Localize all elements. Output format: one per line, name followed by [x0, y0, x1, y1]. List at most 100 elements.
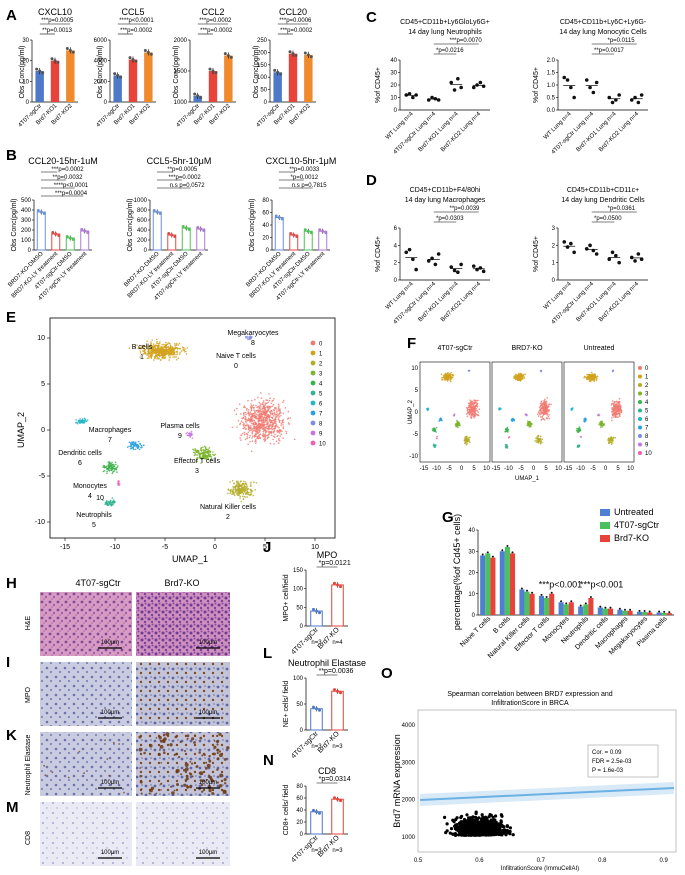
umap-cell	[209, 450, 211, 452]
umap-cell	[108, 461, 111, 463]
bar-ylabel: CD8+ cells/ field	[283, 785, 290, 836]
umap-cell	[262, 422, 265, 424]
data-point	[288, 50, 292, 54]
umap-cell	[439, 419, 442, 421]
umap-cell	[261, 412, 263, 414]
data-point	[617, 260, 621, 265]
umap-cell	[542, 409, 545, 411]
legend-swatch	[310, 340, 316, 346]
histology-panels: 4T07-sgCtr Brd7-KO H&E MPO Neutrophil El…	[25, 578, 230, 866]
umap-cell	[267, 427, 270, 430]
umap-cell	[282, 426, 284, 428]
umap-cell	[259, 429, 261, 432]
umap-cell	[278, 432, 281, 434]
umap-cell	[170, 352, 173, 355]
umap-cell	[245, 427, 247, 430]
data-point	[629, 608, 632, 611]
umap-cell	[270, 402, 273, 405]
umap-cell	[275, 422, 277, 425]
umap-cell	[237, 481, 240, 484]
umap-cell	[476, 404, 478, 407]
umap-cell	[156, 342, 158, 344]
bar	[274, 217, 284, 251]
umap-cell	[593, 378, 596, 381]
umap-cell	[244, 415, 247, 418]
umap-cell	[253, 419, 255, 422]
umap-cell	[176, 353, 178, 356]
umap-cell	[527, 422, 530, 425]
umap-cell	[145, 345, 147, 348]
umap-cluster-1	[583, 371, 599, 383]
umap-cell	[271, 410, 273, 413]
umap-cell	[524, 413, 527, 415]
data-point	[550, 591, 553, 594]
umap-cell	[186, 347, 189, 349]
legend-label: 6	[319, 402, 323, 408]
stain-dot	[186, 734, 190, 738]
y-tick-label: 0	[28, 248, 32, 254]
umap-cell	[285, 432, 288, 435]
umap-cell	[278, 427, 280, 429]
data-point	[312, 705, 315, 709]
umap-cell	[546, 414, 549, 416]
umap-cell	[537, 434, 540, 437]
umap-cell	[536, 413, 539, 416]
umap-cell	[447, 378, 450, 380]
umap-cell	[271, 419, 274, 422]
umap-cell	[277, 403, 280, 406]
umap-cell	[255, 413, 258, 416]
umap-cell	[190, 432, 193, 435]
umap-cell	[164, 343, 167, 346]
umap-cell	[250, 417, 252, 420]
umap-cell	[237, 480, 239, 483]
umap-cell	[252, 412, 254, 415]
x-tick-label: 10	[555, 466, 562, 472]
umap-cell	[432, 428, 435, 431]
umap-cell	[250, 429, 252, 432]
umap-cell	[276, 409, 278, 411]
data-point	[618, 607, 621, 610]
data-point	[312, 808, 315, 812]
legend-swatch	[310, 380, 316, 386]
data-point	[42, 212, 46, 215]
y-tick-label: 0	[472, 613, 476, 619]
umap-cell	[245, 496, 247, 498]
umap-cell	[115, 467, 117, 470]
umap-cell	[539, 402, 542, 405]
umap-cell	[475, 413, 478, 416]
umap-cell	[194, 451, 196, 454]
sig-label: ***p=0.0002	[280, 28, 313, 34]
stain-dot	[160, 789, 162, 791]
umap-cell	[155, 348, 158, 351]
umap-cell	[259, 409, 261, 412]
chart-title: CD8	[318, 766, 336, 776]
data-point	[294, 54, 298, 57]
data-point	[56, 61, 60, 65]
data-point	[411, 95, 415, 100]
umap-cell	[246, 335, 248, 338]
umap-cell	[283, 399, 285, 402]
scatter-point	[508, 826, 512, 830]
umap-cell	[519, 380, 522, 382]
umap-cell	[235, 489, 237, 491]
umap-cell	[456, 419, 458, 422]
umap-cell	[260, 397, 263, 399]
umap-cell	[536, 436, 538, 438]
umap-cell	[164, 356, 167, 358]
umap-cell	[162, 355, 164, 358]
umap-cell	[229, 481, 231, 483]
umap-cell	[250, 425, 252, 427]
umap-cell	[537, 415, 540, 417]
x-tick-label: -5	[446, 466, 452, 472]
cluster-name-0: Naive T cells	[216, 353, 256, 360]
data-point	[570, 600, 573, 603]
umap-cell	[275, 415, 277, 417]
data-point	[196, 94, 200, 98]
legend-label: 7	[319, 412, 323, 418]
umap-cell	[175, 351, 178, 353]
umap-cell	[268, 433, 270, 436]
legend-swatch	[310, 420, 316, 426]
umap-cell	[205, 457, 207, 460]
umap-cell	[239, 437, 241, 439]
umap-cell	[83, 420, 86, 423]
